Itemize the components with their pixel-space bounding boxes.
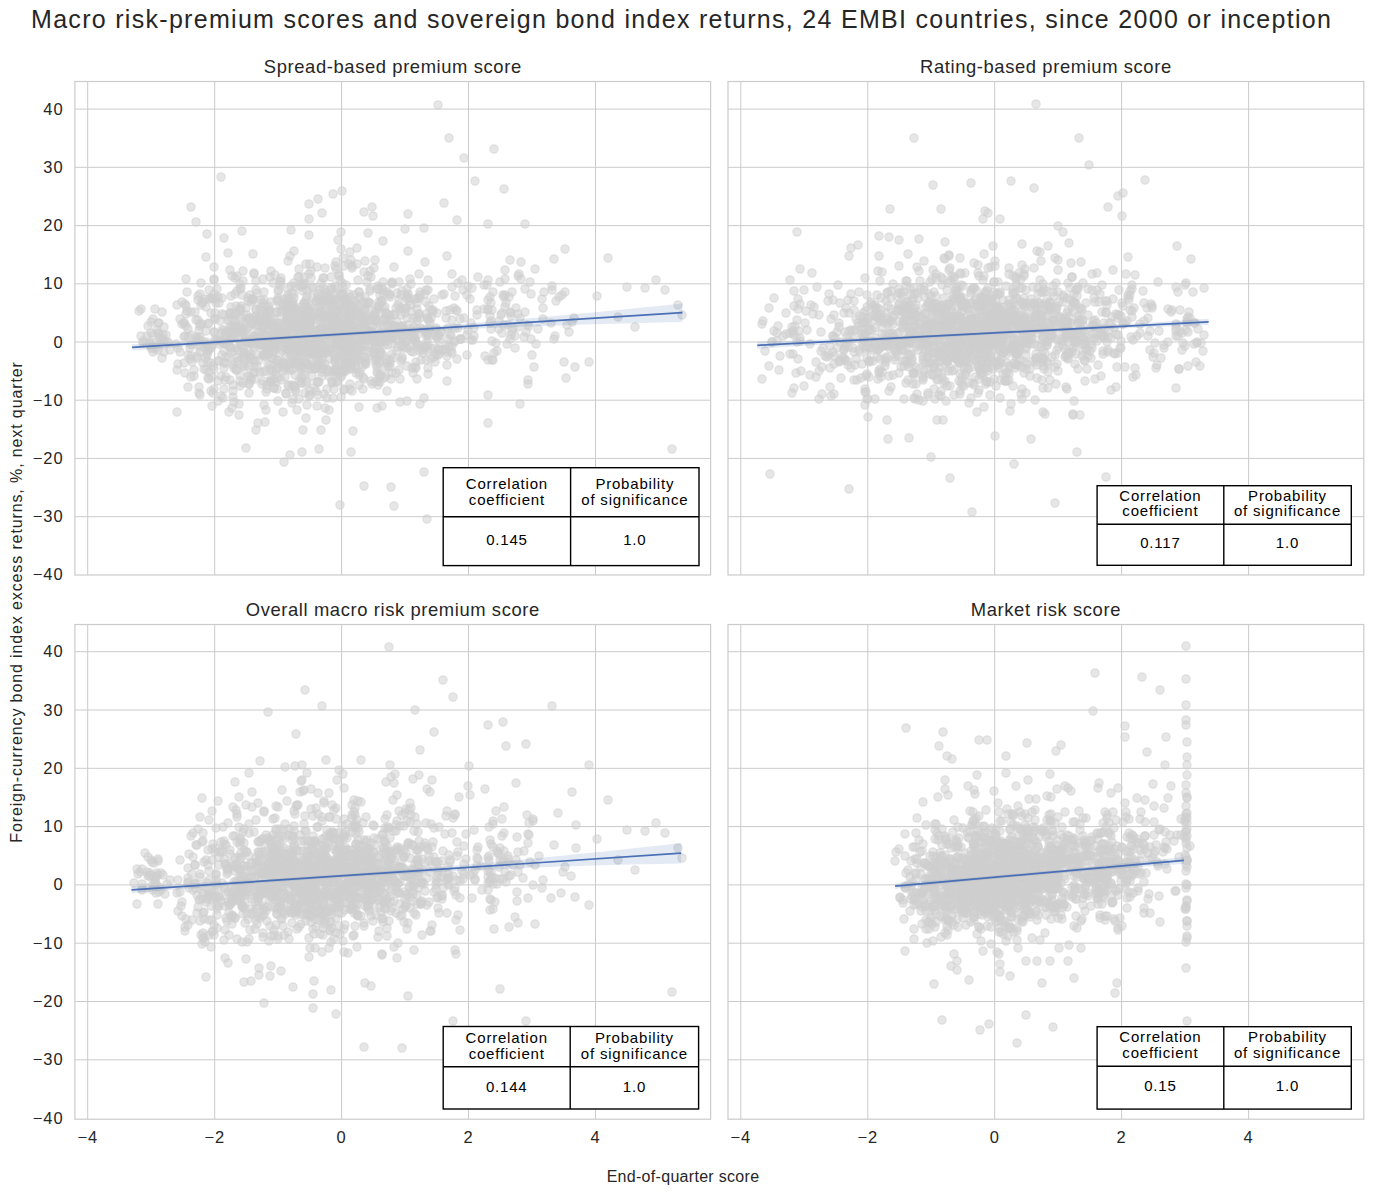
svg-text:2: 2 [1117,1128,1127,1146]
svg-text:−30: −30 [33,1050,64,1068]
svg-text:0: 0 [53,875,63,893]
svg-text:2: 2 [463,1128,473,1146]
svg-text:Probability: Probability [1248,1028,1327,1045]
svg-text:0: 0 [990,1128,1000,1146]
svg-text:−40: −40 [33,565,64,583]
svg-text:1.0: 1.0 [1276,534,1299,551]
svg-text:0.144: 0.144 [486,1078,528,1095]
svg-text:1.0: 1.0 [623,531,646,548]
svg-text:4: 4 [590,1128,600,1146]
svg-text:of significance: of significance [1234,1044,1341,1061]
svg-text:Correlation: Correlation [1119,1028,1201,1045]
svg-text:40: 40 [43,100,63,118]
svg-text:20: 20 [43,759,63,777]
svg-text:0: 0 [337,1128,347,1146]
svg-text:of significance: of significance [581,491,688,508]
svg-text:−20: −20 [33,992,64,1010]
svg-text:−10: −10 [33,934,64,952]
svg-text:coefficient: coefficient [469,491,545,508]
svg-text:coefficient: coefficient [1122,502,1198,519]
svg-text:30: 30 [43,158,63,176]
svg-text:Foreign-currency bond index ex: Foreign-currency bond index excess retur… [8,361,25,842]
svg-text:coefficient: coefficient [1122,1044,1198,1061]
svg-text:20: 20 [43,216,63,234]
svg-text:Rating-based premium score: Rating-based premium score [920,56,1172,77]
svg-text:30: 30 [43,701,63,719]
svg-text:0.145: 0.145 [486,531,528,548]
svg-text:−4: −4 [77,1128,98,1146]
svg-text:Macro risk-premium scores and: Macro risk-premium scores and sovereign … [31,5,1332,33]
svg-text:Probability: Probability [595,1029,674,1046]
svg-text:−20: −20 [33,449,64,467]
svg-text:coefficient: coefficient [469,1045,545,1062]
svg-text:of significance: of significance [581,1045,688,1062]
svg-text:−10: −10 [33,391,64,409]
svg-text:4: 4 [1244,1128,1254,1146]
svg-text:Market risk score: Market risk score [971,599,1121,620]
svg-text:10: 10 [43,274,63,292]
svg-text:End-of-quarter score: End-of-quarter score [607,1168,760,1185]
svg-text:40: 40 [43,642,63,660]
svg-text:−2: −2 [204,1128,225,1146]
svg-text:−2: −2 [857,1128,878,1146]
svg-text:Correlation: Correlation [466,475,548,492]
svg-text:1.0: 1.0 [623,1078,646,1095]
svg-text:−4: −4 [730,1128,751,1146]
svg-text:0.15: 0.15 [1144,1077,1176,1094]
svg-text:1.0: 1.0 [1276,1077,1299,1094]
svg-text:−30: −30 [33,507,64,525]
svg-text:0.117: 0.117 [1140,534,1180,551]
svg-text:Overall macro risk premium sco: Overall macro risk premium score [246,599,540,620]
svg-text:0: 0 [53,333,63,351]
svg-text:10: 10 [43,817,63,835]
svg-text:Spread-based premium score: Spread-based premium score [264,56,522,77]
svg-text:of significance: of significance [1234,502,1341,519]
svg-text:−40: −40 [33,1109,64,1127]
svg-text:Probability: Probability [595,475,674,492]
svg-text:Correlation: Correlation [466,1029,548,1046]
